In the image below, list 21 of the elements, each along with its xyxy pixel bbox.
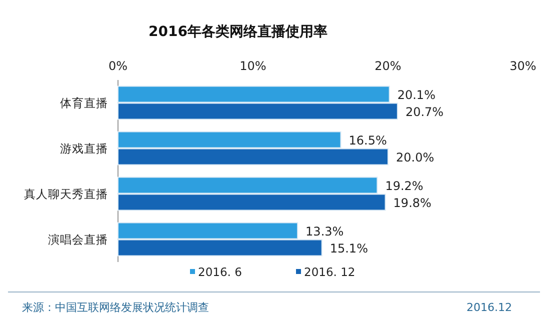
y-tick-label: 真人聊天秀直播	[24, 186, 108, 201]
data-label: 20.1%	[397, 88, 436, 102]
y-tick-label: 游戏直播	[60, 141, 108, 156]
x-tick-label: 30%	[510, 59, 536, 73]
data-label: 15.1%	[330, 241, 368, 256]
x-tick-label: 0%	[108, 59, 128, 73]
data-label: 20.0%	[396, 150, 434, 164]
data-label: 13.3%	[306, 224, 344, 238]
x-tick-label: 10%	[240, 59, 266, 73]
x-tick-label: 20%	[374, 59, 402, 73]
text: 2016.12	[466, 301, 512, 314]
y-tick-label: 体育直播	[60, 96, 108, 110]
chart-title: 2016年各类网络直播使用率	[148, 23, 328, 40]
data-label: 16.5%	[348, 133, 387, 148]
data-label: 20.7%	[405, 104, 444, 119]
y-tick-label: 演唱会直播	[48, 232, 108, 246]
legend-label: 2016. 6	[198, 265, 242, 279]
legend-label: 2016. 12	[304, 265, 356, 279]
source-note: 来源：中国互联网络发展状况统计调查	[22, 301, 209, 314]
data-label: 19.8%	[393, 196, 432, 210]
data-label: 19.2%	[385, 178, 424, 193]
